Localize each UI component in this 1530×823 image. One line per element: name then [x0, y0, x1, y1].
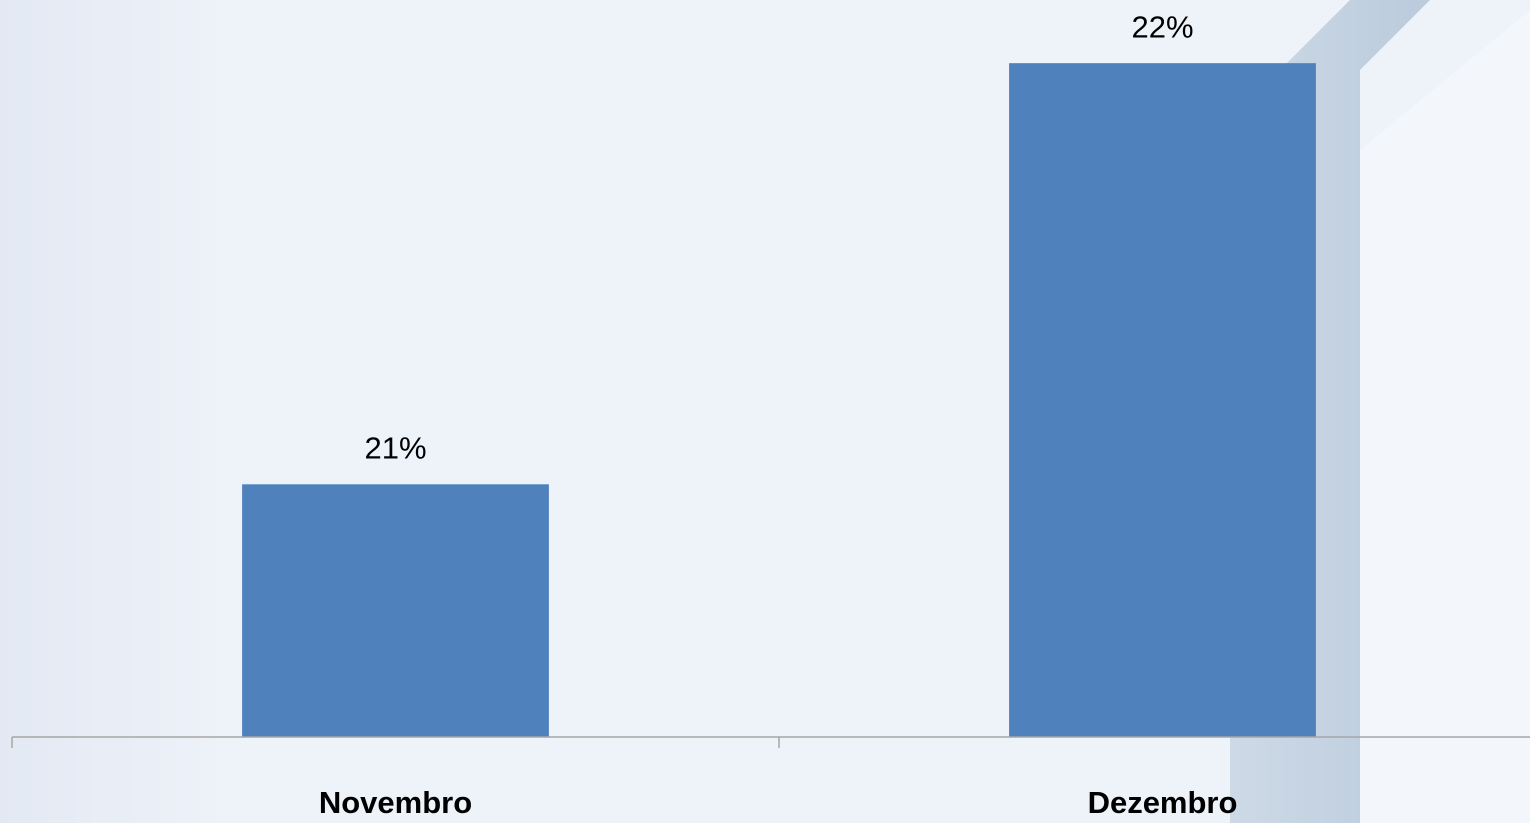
- decor-panel: [1360, 10, 1530, 823]
- bar: [1009, 63, 1316, 737]
- x-tick-label: Dezembro: [1088, 785, 1238, 820]
- x-tick-label: Novembro: [319, 785, 472, 820]
- plot: Novembro 21% Dezembro 22%: [242, 9, 1316, 820]
- data-label: 22%: [1131, 9, 1193, 44]
- bar: [242, 484, 549, 737]
- data-label: 21%: [364, 431, 426, 466]
